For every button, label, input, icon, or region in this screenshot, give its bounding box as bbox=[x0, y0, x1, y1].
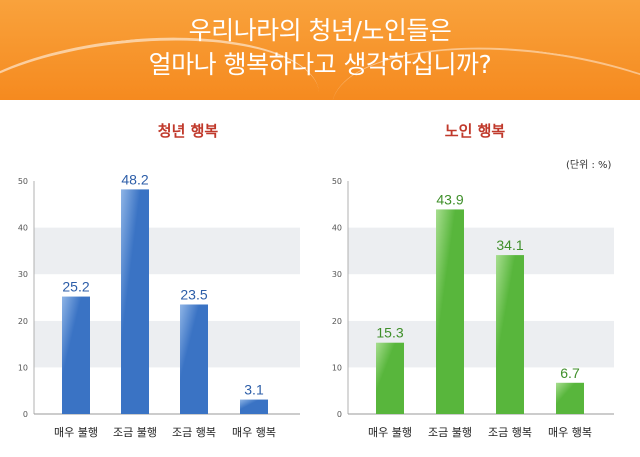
grid-band bbox=[34, 227, 300, 275]
data-label: 48.2 bbox=[121, 171, 148, 187]
y-tick-label: 50 bbox=[18, 177, 28, 186]
data-label: 43.9 bbox=[436, 191, 463, 207]
data-label: 3.1 bbox=[244, 382, 264, 398]
grid-band bbox=[348, 227, 614, 275]
y-tick-label: 40 bbox=[18, 224, 28, 233]
y-tick-label: 20 bbox=[332, 317, 342, 326]
y-tick-label: 0 bbox=[337, 410, 342, 419]
category-label: 매우 불행 bbox=[368, 426, 412, 439]
youth-bar bbox=[240, 399, 268, 414]
category-label: 조금 행복 bbox=[172, 426, 216, 439]
elderly-bar bbox=[496, 255, 524, 414]
category-label: 조금 불행 bbox=[113, 426, 157, 439]
y-tick-label: 20 bbox=[18, 317, 28, 326]
youth-bar bbox=[62, 296, 90, 414]
elderly-chart-title: 노인 행복 bbox=[444, 122, 506, 140]
grid-band bbox=[348, 274, 614, 321]
elderly-bar bbox=[376, 342, 404, 414]
header-banner: 우리나라의 청년/노인들은 얼마나 행복하다고 생각하십니까? bbox=[0, 0, 640, 100]
category-label: 매우 행복 bbox=[232, 426, 276, 439]
grid-band bbox=[34, 181, 300, 228]
title-line-1: 우리나라의 청년/노인들은 bbox=[188, 16, 452, 45]
y-tick-label: 10 bbox=[18, 363, 28, 372]
elderly-bar bbox=[436, 209, 464, 414]
title-line-2: 얼마나 행복하다고 생각하십니까? bbox=[148, 50, 492, 79]
youth-chart-title: 청년 행복 bbox=[157, 122, 219, 140]
data-label: 34.1 bbox=[496, 237, 523, 253]
y-tick-label: 0 bbox=[23, 410, 28, 419]
category-label: 조금 불행 bbox=[428, 426, 472, 439]
y-tick-label: 50 bbox=[332, 177, 342, 186]
data-label: 23.5 bbox=[180, 286, 207, 302]
elderly-bar bbox=[556, 382, 584, 414]
grid-band bbox=[348, 181, 614, 228]
y-tick-label: 30 bbox=[332, 270, 342, 279]
unit-label: (단위 : %) bbox=[566, 160, 612, 171]
youth-bar bbox=[121, 189, 149, 414]
data-label: 25.2 bbox=[62, 279, 89, 295]
category-label: 매우 불행 bbox=[54, 426, 98, 439]
category-label: 조금 행복 bbox=[488, 426, 532, 439]
youth-bar bbox=[180, 304, 208, 414]
category-label: 매우 행복 bbox=[548, 426, 592, 439]
data-label: 15.3 bbox=[376, 325, 403, 341]
y-tick-label: 30 bbox=[18, 270, 28, 279]
y-tick-label: 10 bbox=[332, 363, 342, 372]
data-label: 6.7 bbox=[560, 365, 580, 381]
y-tick-label: 40 bbox=[332, 224, 342, 233]
page-title: 우리나라의 청년/노인들은 얼마나 행복하다고 생각하십니까? bbox=[0, 14, 640, 82]
